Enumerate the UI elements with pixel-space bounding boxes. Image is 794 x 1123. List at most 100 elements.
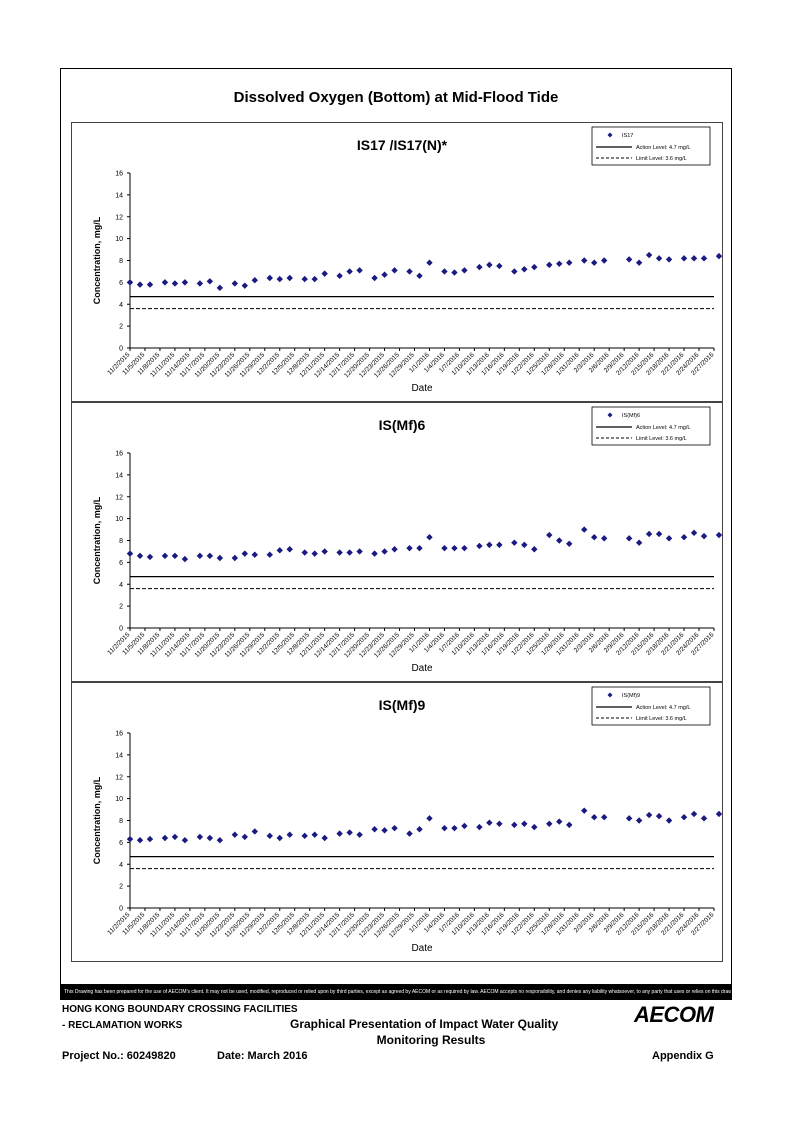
data-point <box>556 537 563 544</box>
data-point <box>680 534 688 541</box>
data-point <box>600 257 608 264</box>
data-point <box>251 551 258 558</box>
footer-appendix: Appendix G <box>652 1050 714 1062</box>
data-point <box>346 549 353 556</box>
data-point <box>715 252 723 260</box>
chart-ismf6: 024681012141611/2/201511/5/201511/8/2015… <box>92 406 723 674</box>
data-point <box>566 259 573 266</box>
data-point <box>416 272 423 280</box>
chart-panel-is17: 0 2 4 6 8 10 12 14 16 11/2/2015 11/5/2015 11/8/2015… <box>71 122 723 402</box>
data-point <box>496 262 503 270</box>
data-point <box>476 263 483 271</box>
data-point <box>665 256 673 263</box>
data-point <box>206 278 214 285</box>
y-tick-label: 6 <box>119 560 123 567</box>
data-point <box>461 267 468 274</box>
data-point <box>301 832 308 840</box>
data-point <box>690 810 698 818</box>
data-point <box>266 274 273 282</box>
data-point <box>546 820 553 827</box>
footer-heading-line2: Monitoring Results <box>376 1033 486 1047</box>
chart-title: IS(Mf)6 <box>379 417 426 433</box>
data-point <box>136 281 144 288</box>
data-point <box>486 261 493 269</box>
data-point <box>241 550 249 557</box>
data-point <box>276 275 283 283</box>
data-point <box>381 271 388 278</box>
data-point <box>356 548 363 555</box>
data-point <box>416 544 423 552</box>
data-point <box>476 542 483 550</box>
data-point <box>286 274 293 282</box>
data-point <box>181 279 189 286</box>
data-point <box>546 531 553 539</box>
legend-box <box>591 126 711 166</box>
data-point <box>451 544 458 552</box>
data-point <box>556 260 563 267</box>
data-point <box>566 821 573 829</box>
y-tick-label: 16 <box>115 731 123 738</box>
data-point <box>511 821 518 829</box>
chart-panel-ismf6: 0 2 4 6 8 10 12 14 16 11/2/2015 11/5/2015 11/8/2015… <box>71 402 723 682</box>
data-point <box>196 833 204 841</box>
data-point <box>381 827 388 834</box>
figure-title: Dissolved Oxygen (Bottom) at Mid-Flood T… <box>233 89 559 106</box>
data-point <box>146 281 154 288</box>
data-point <box>441 268 448 275</box>
data-point <box>181 836 189 844</box>
legend-label-limit: Limit Level: 3.6 mg/L <box>636 716 687 722</box>
data-point <box>251 828 258 835</box>
data-point <box>581 526 588 533</box>
legend-marker <box>607 132 613 138</box>
y-tick-label: 12 <box>115 494 123 501</box>
data-point <box>266 551 273 558</box>
y-tick-label: 8 <box>119 538 123 545</box>
footer-project-line1: HONG KONG BOUNDARY CROSSING FACILITIES <box>62 1004 298 1015</box>
y-tick-label: 12 <box>115 774 123 781</box>
y-tick-label: 14 <box>115 752 123 759</box>
y-tick-label: 16 <box>115 171 123 178</box>
y-tick-label: 14 <box>115 192 123 199</box>
data-point <box>600 535 608 542</box>
chart-panel-ismf9: 0 2 4 6 8 10 12 14 16 11/2/2015 11/5/2015 11/8/2015… <box>71 682 723 962</box>
data-point <box>251 276 258 284</box>
data-point <box>496 541 503 549</box>
y-tick-label: 8 <box>119 258 123 265</box>
data-point <box>196 280 204 287</box>
y-axis-label: Concentration, mg/L <box>92 216 102 304</box>
data-point <box>311 550 318 557</box>
data-point <box>161 279 169 286</box>
data-point <box>486 541 493 549</box>
y-tick-label: 0 <box>119 906 123 913</box>
legend-marker <box>607 412 613 418</box>
data-point <box>715 810 723 818</box>
data-point <box>511 539 518 546</box>
data-point <box>231 280 239 287</box>
data-point <box>625 815 633 822</box>
y-tick-label: 10 <box>115 796 123 803</box>
data-point <box>311 831 318 838</box>
data-point <box>371 550 378 557</box>
y-tick-label: 16 <box>115 451 123 458</box>
data-point <box>216 836 224 844</box>
data-point <box>126 835 134 843</box>
data-point <box>680 814 688 821</box>
chart-title: IS(Mf)9 <box>379 697 426 713</box>
y-tick-label: 4 <box>119 862 123 869</box>
y-tick-label: 4 <box>119 302 123 309</box>
data-point <box>635 817 643 824</box>
y-tick-label: 6 <box>119 280 123 287</box>
data-point <box>266 832 273 840</box>
data-point <box>556 818 563 825</box>
data-point <box>276 547 283 554</box>
data-point <box>700 255 708 262</box>
data-point <box>391 824 398 832</box>
data-point <box>461 822 468 830</box>
legend-label-series: IS(Mf)6 <box>622 413 640 419</box>
data-point <box>521 820 528 827</box>
aecom-logo: AECOM <box>634 1002 714 1027</box>
data-point <box>216 284 224 292</box>
legend-label-limit: Limit Level: 3.6 mg/L <box>636 156 687 162</box>
data-point <box>406 268 413 275</box>
data-point <box>690 255 698 262</box>
